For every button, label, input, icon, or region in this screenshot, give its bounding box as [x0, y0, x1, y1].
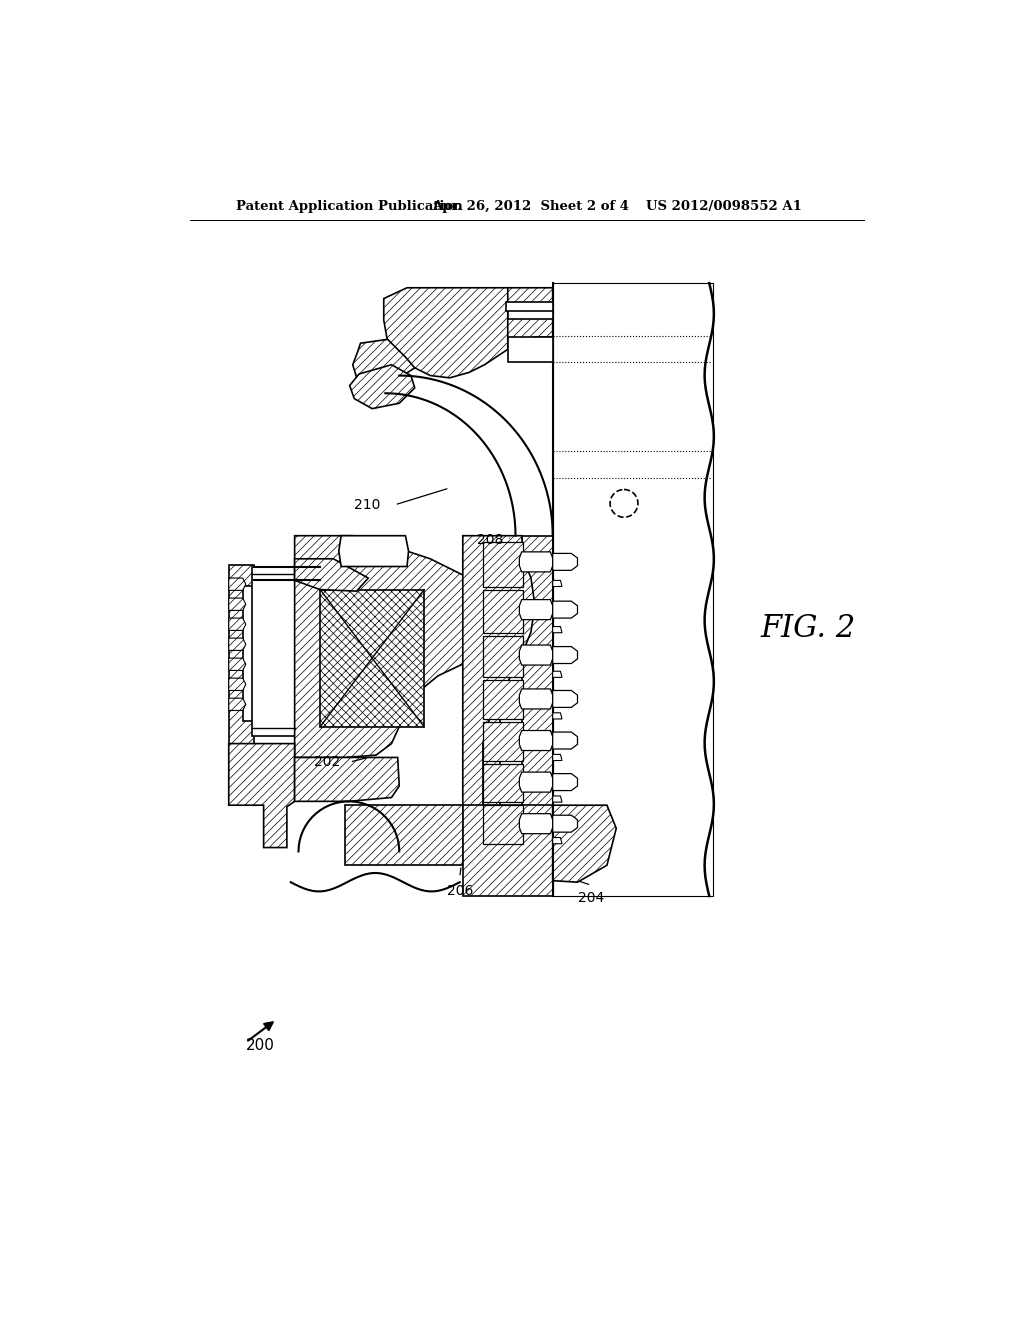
Polygon shape: [483, 722, 523, 760]
Polygon shape: [483, 590, 523, 632]
Text: FIG. 2: FIG. 2: [761, 612, 856, 644]
Polygon shape: [295, 558, 369, 591]
Polygon shape: [553, 837, 562, 843]
Polygon shape: [519, 689, 553, 709]
Polygon shape: [352, 339, 415, 388]
Polygon shape: [508, 306, 553, 318]
Polygon shape: [553, 733, 578, 748]
Polygon shape: [228, 598, 246, 610]
Polygon shape: [553, 690, 578, 708]
Text: 206: 206: [446, 884, 473, 898]
Polygon shape: [463, 805, 553, 896]
Text: Patent Application Publication: Patent Application Publication: [237, 199, 463, 213]
Text: 202: 202: [314, 755, 340, 770]
Polygon shape: [483, 763, 523, 803]
Polygon shape: [553, 816, 578, 832]
Polygon shape: [553, 796, 562, 803]
Polygon shape: [321, 590, 424, 726]
Text: Apr. 26, 2012  Sheet 2 of 4: Apr. 26, 2012 Sheet 2 of 4: [432, 199, 629, 213]
Polygon shape: [228, 578, 246, 590]
Polygon shape: [384, 288, 553, 378]
Polygon shape: [553, 553, 578, 570]
Polygon shape: [519, 552, 553, 572]
Text: 208: 208: [477, 533, 503, 548]
Polygon shape: [519, 772, 553, 792]
Polygon shape: [521, 536, 553, 866]
Text: 204: 204: [579, 891, 604, 906]
Polygon shape: [553, 805, 616, 882]
Polygon shape: [463, 536, 483, 866]
Polygon shape: [228, 659, 246, 671]
Polygon shape: [228, 743, 295, 847]
Polygon shape: [553, 671, 562, 677]
Polygon shape: [553, 713, 562, 719]
Polygon shape: [252, 566, 295, 737]
Polygon shape: [463, 536, 535, 866]
Polygon shape: [519, 730, 553, 751]
Polygon shape: [508, 288, 553, 350]
Polygon shape: [550, 281, 717, 898]
Polygon shape: [483, 536, 500, 866]
Polygon shape: [508, 337, 553, 363]
Polygon shape: [553, 284, 713, 896]
Polygon shape: [519, 599, 553, 619]
Polygon shape: [228, 638, 246, 651]
Text: 200: 200: [246, 1038, 274, 1053]
Polygon shape: [483, 805, 523, 843]
Polygon shape: [553, 627, 562, 632]
Polygon shape: [553, 581, 562, 586]
Polygon shape: [345, 805, 463, 866]
Polygon shape: [519, 645, 553, 665]
Text: US 2012/0098552 A1: US 2012/0098552 A1: [646, 199, 802, 213]
Polygon shape: [339, 536, 409, 566]
Polygon shape: [483, 636, 523, 677]
Polygon shape: [295, 536, 494, 758]
Polygon shape: [349, 364, 415, 409]
Polygon shape: [228, 698, 246, 710]
Polygon shape: [519, 813, 553, 834]
Polygon shape: [228, 565, 254, 743]
Polygon shape: [295, 758, 399, 801]
Polygon shape: [228, 678, 246, 690]
Polygon shape: [553, 601, 578, 618]
Polygon shape: [553, 755, 562, 760]
Polygon shape: [506, 302, 553, 312]
Polygon shape: [553, 774, 578, 791]
Polygon shape: [483, 681, 523, 719]
Polygon shape: [553, 647, 578, 664]
Text: 210: 210: [354, 498, 381, 512]
Polygon shape: [483, 543, 523, 586]
Polygon shape: [228, 618, 246, 631]
